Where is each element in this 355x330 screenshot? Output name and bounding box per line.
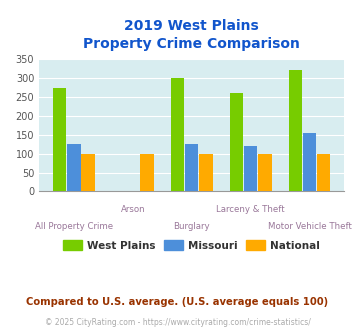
Bar (67, 144, 81, 191)
Text: Arson: Arson (120, 205, 145, 214)
Bar (230, 93, 243, 191)
Bar (258, 154, 272, 191)
Bar (199, 154, 213, 191)
Bar (171, 78, 184, 191)
Legend: West Plains, Missouri, National: West Plains, Missouri, National (59, 236, 324, 255)
Bar (289, 70, 302, 191)
Bar (185, 144, 198, 191)
Title: 2019 West Plains
Property Crime Comparison: 2019 West Plains Property Crime Comparis… (83, 19, 300, 51)
Text: All Property Crime: All Property Crime (35, 222, 113, 231)
Bar (303, 133, 316, 191)
Bar (317, 154, 331, 191)
Text: Compared to U.S. average. (U.S. average equals 100): Compared to U.S. average. (U.S. average … (26, 297, 329, 307)
Text: Burglary: Burglary (173, 222, 210, 231)
Bar (140, 154, 154, 191)
Bar (81, 154, 95, 191)
Bar (53, 88, 66, 191)
Text: Motor Vehicle Theft: Motor Vehicle Theft (268, 222, 351, 231)
Bar (244, 146, 257, 191)
Text: Larceny & Theft: Larceny & Theft (216, 205, 285, 214)
Text: © 2025 CityRating.com - https://www.cityrating.com/crime-statistics/: © 2025 CityRating.com - https://www.city… (45, 318, 310, 327)
